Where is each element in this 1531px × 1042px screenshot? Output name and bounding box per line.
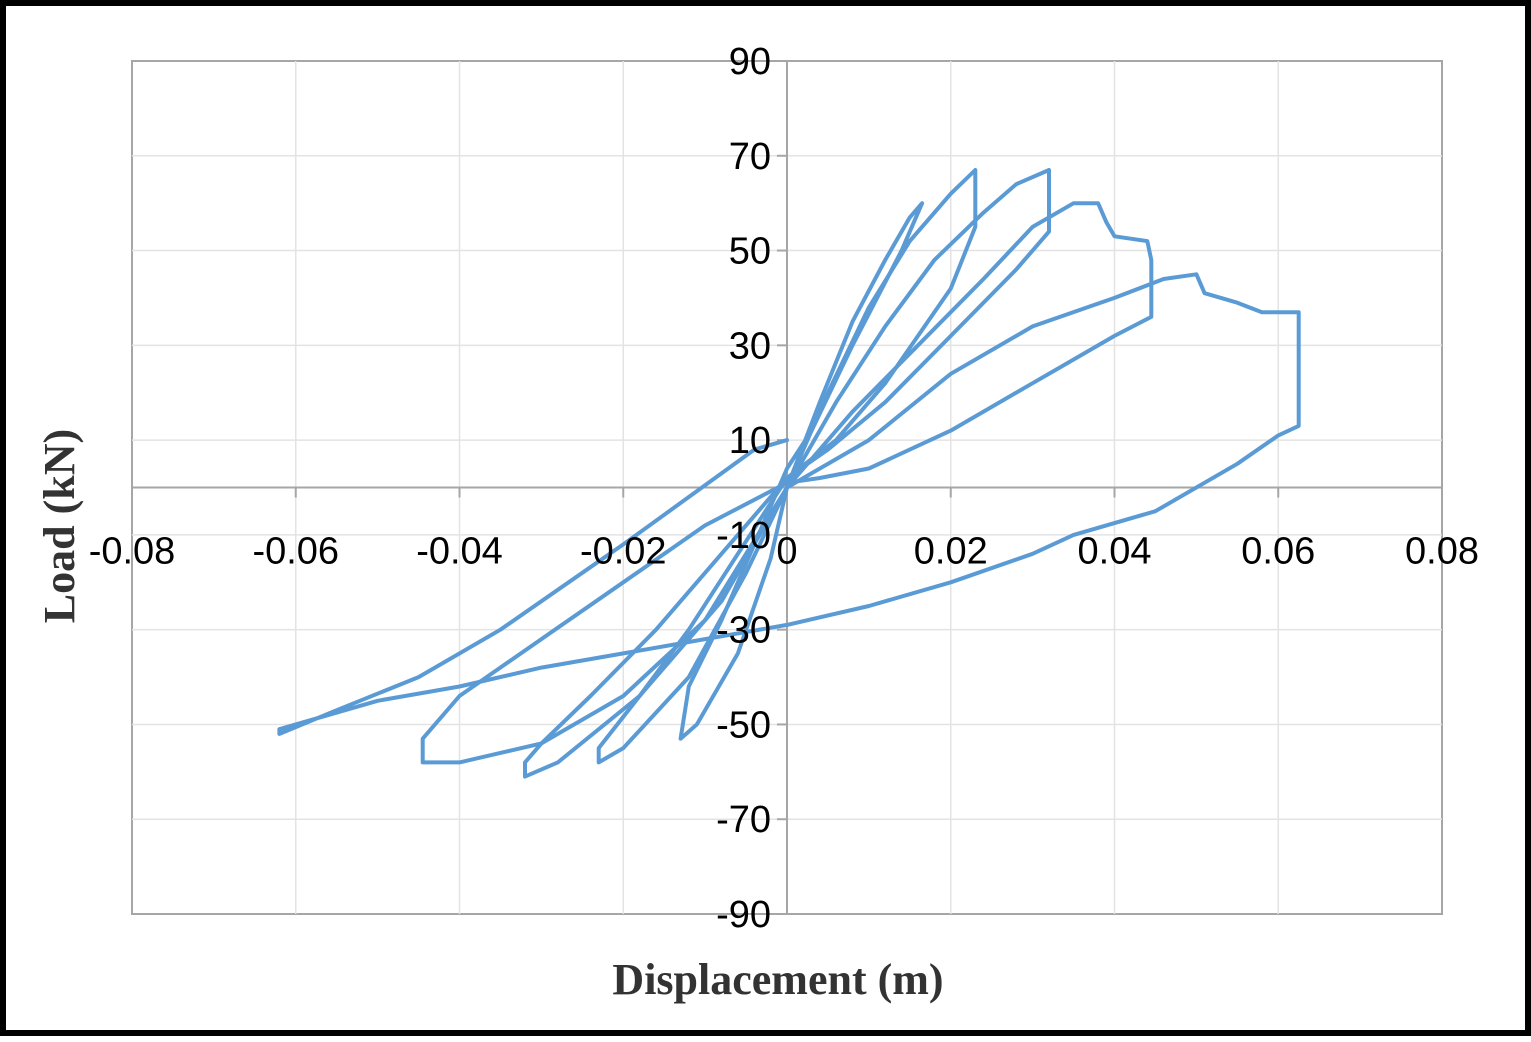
x-tick-label: 0.04 <box>1078 531 1152 573</box>
x-tick-label: -0.08 <box>89 531 176 573</box>
hysteresis-loop-1 <box>678 201 925 741</box>
y-tick-label: 90 <box>729 41 771 83</box>
y-tick-label: -70 <box>716 799 771 841</box>
x-tick-label: 0.08 <box>1405 531 1479 573</box>
x-tick-label: -0.04 <box>416 531 503 573</box>
x-tick-label: -0.06 <box>252 531 339 573</box>
y-tick-label: 70 <box>729 136 771 178</box>
hysteresis-loop-5 <box>277 272 1301 736</box>
y-tick-label: -90 <box>716 894 771 936</box>
tick-labels: -0.08 -0.06 -0.04 -0.02 0 0.02 0.04 0.06 0.08 90 7… <box>89 41 1479 936</box>
y-tick-label: -10 <box>716 515 771 557</box>
y-tick-label: 30 <box>729 325 771 367</box>
y-tick-label: -30 <box>716 610 771 652</box>
x-axis-title: Displacement (m) <box>612 955 943 1004</box>
data-series <box>277 168 1301 779</box>
x-tick-label: -0.02 <box>580 531 667 573</box>
y-axis-title: Load (kN) <box>35 429 84 623</box>
hysteresis-loop-4 <box>420 201 1154 765</box>
hysteresis-loop-3 <box>523 168 1051 779</box>
x-tick-label: 0.02 <box>914 531 988 573</box>
x-tick-label: 0 <box>776 531 797 573</box>
y-tick-label: 10 <box>729 420 771 462</box>
y-tick-label: -50 <box>716 704 771 746</box>
x-tick-label: 0.06 <box>1241 531 1315 573</box>
y-tick-label: 50 <box>729 231 771 273</box>
hysteresis-chart: -0.08 -0.06 -0.04 -0.02 0 0.02 0.04 0.06 0.08 90 7… <box>35 41 1479 1004</box>
